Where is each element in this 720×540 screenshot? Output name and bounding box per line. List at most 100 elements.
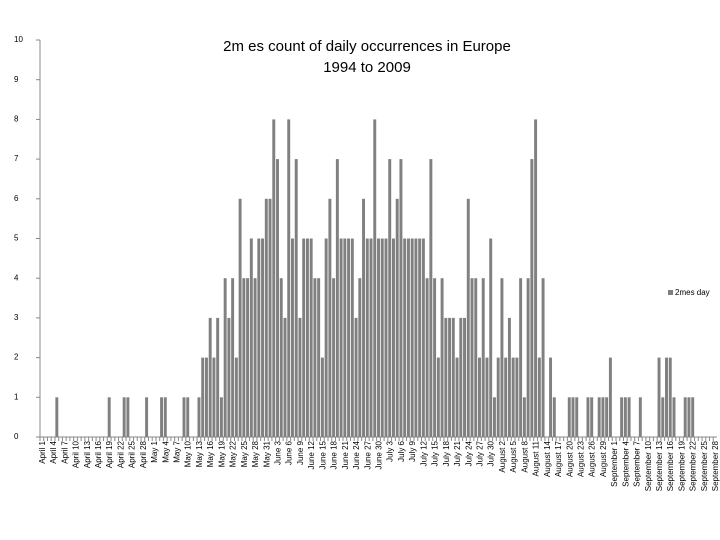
bar [444,317,448,437]
bar [586,397,590,437]
bar [414,238,418,437]
bar [672,397,676,437]
legend: 2mes day [668,287,710,298]
bar [485,357,489,437]
bar [328,198,332,437]
x-tick-label: April 28 [139,440,148,468]
x-tick-label: April 13 [83,440,92,468]
x-tick-label: August 20 [565,440,574,477]
bar [668,357,672,437]
bar [234,357,238,437]
x-tick-label: April 19 [105,440,114,468]
x-tick-label: September 4 [621,440,630,486]
bar [335,159,339,437]
bar [272,119,276,438]
bar [339,238,343,437]
bar [291,238,294,437]
bar [597,397,601,437]
bar [683,397,687,437]
bar [126,397,130,437]
y-tick-label: 10 [14,35,23,44]
x-tick-label: September 13 [655,440,664,491]
bar [623,397,627,437]
x-tick-label: April 4 [49,440,58,463]
bar [391,238,395,437]
x-tick-label: July 15 [431,440,440,466]
bar [332,278,336,437]
bar [309,238,313,437]
bar [227,317,231,437]
bar [305,238,309,437]
bar [242,278,246,437]
bar [421,238,425,437]
bar [507,317,511,437]
y-tick-label: 8 [14,115,19,124]
x-tick-label: August 11 [532,440,541,476]
x-tick-label: May 25 [240,440,249,467]
bar [418,238,422,437]
bar [204,357,208,437]
x-tick-label: September 19 [677,440,686,491]
x-tick-label: April 10 [72,440,81,468]
bar [313,278,317,437]
bar [362,198,366,437]
bar [478,357,481,437]
bar [500,278,504,437]
bar [350,238,354,437]
chart-title: 2m es count of daily occurrences in Euro… [223,38,511,76]
bar [455,357,459,437]
bar [552,397,556,437]
bar [208,317,212,437]
bar [354,317,358,437]
x-tick-label: September 1 [610,440,619,486]
x-tick-label: July 27 [475,440,484,466]
bar [238,198,242,437]
bar [216,317,220,437]
bar [369,238,373,437]
x-tick-label: July 6 [397,440,406,461]
bar [276,159,279,437]
bar [182,397,186,437]
bar [377,238,380,437]
x-tick-label: July 3 [386,440,395,461]
bar [246,278,250,437]
x-tick-label: August 29 [599,440,608,477]
x-tick-label: May 19 [217,440,226,467]
bar [145,397,149,437]
bar [687,397,691,437]
bar [231,278,235,437]
x-tick-label: June 12 [307,440,316,469]
bar [388,159,392,437]
y-tick-label: 4 [14,273,19,282]
bar [605,397,609,437]
bar [298,317,302,437]
x-tick-label: June 30 [375,440,384,469]
x-tick-label: September 7 [633,440,642,486]
bar [219,397,223,437]
bar [466,198,470,437]
bar [287,119,291,438]
bar [201,357,205,437]
x-tick-label: August 8 [520,440,529,472]
x-tick-label: August 23 [576,440,585,477]
bar [541,278,545,437]
bar [317,278,321,437]
x-tick-label: July 21 [453,440,462,466]
y-tick-label: 7 [14,154,19,163]
x-tick-label: May 16 [206,440,215,467]
x-tick-label: April 25 [128,440,137,468]
x-tick-label: July 18 [442,440,451,466]
bar [638,397,642,437]
bar [575,397,579,437]
bar [343,238,347,437]
y-tick-label: 5 [14,234,19,243]
bar [249,238,253,437]
bar [440,278,444,437]
x-tick-label: September 10 [644,440,653,491]
bar [657,357,661,437]
bar [294,159,298,437]
bar [590,397,594,437]
bar [665,357,668,437]
x-tick-label: May 28 [251,440,260,467]
bar [302,238,306,437]
